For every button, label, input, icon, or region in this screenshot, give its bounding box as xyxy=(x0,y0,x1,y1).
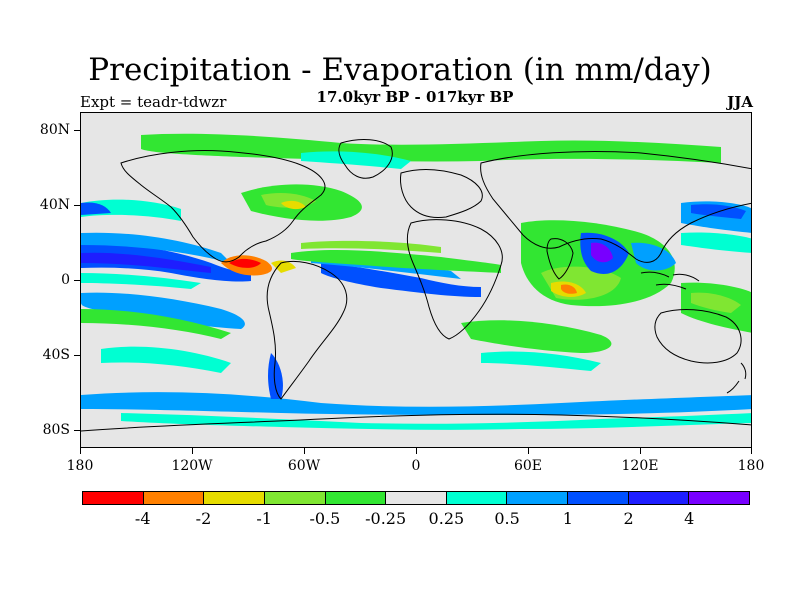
lat-tick xyxy=(74,130,80,131)
colorbar-label: -4 xyxy=(134,509,151,528)
experiment-label: Expt = teadr-tdwzr xyxy=(80,93,227,111)
colorbar-label: 0.5 xyxy=(494,509,520,528)
lon-label-60e: 60E xyxy=(513,458,543,474)
lat-label-80s: 80S xyxy=(42,422,70,438)
lon-tick xyxy=(528,448,529,454)
precip-evap-map xyxy=(81,113,751,447)
lon-label-0: 0 xyxy=(411,458,421,474)
lon-tick xyxy=(416,448,417,454)
colorbar xyxy=(82,491,750,505)
map-subtitle: 17.0kyr BP - 017kyr BP xyxy=(316,88,514,106)
colorbar-label: -0.25 xyxy=(365,509,407,528)
lon-tick xyxy=(80,448,81,454)
colorbar-label: -2 xyxy=(195,509,212,528)
colorbar-box xyxy=(507,492,569,504)
field-patches xyxy=(81,133,751,430)
map-title: Precipitation - Evaporation (in mm/day) xyxy=(88,52,712,88)
lat-tick xyxy=(74,280,80,281)
lon-tick xyxy=(192,448,193,454)
lon-label-120e: 120E xyxy=(621,458,659,474)
lat-tick xyxy=(74,355,80,356)
colorbar-box xyxy=(325,492,387,504)
lat-label-0: 0 xyxy=(61,272,70,288)
lon-label-60w: 60W xyxy=(287,458,321,474)
colorbar-box xyxy=(143,492,205,504)
lon-label-180e: 180 xyxy=(737,458,765,474)
lat-label-40n: 40N xyxy=(39,197,70,213)
colorbar-box xyxy=(446,492,508,504)
colorbar-box xyxy=(264,492,326,504)
lon-tick xyxy=(640,448,641,454)
lon-tick xyxy=(751,448,752,454)
lon-label-180w: 180 xyxy=(66,458,94,474)
colorbar-label: -1 xyxy=(256,509,272,528)
lat-label-80n: 80N xyxy=(39,122,70,138)
lat-tick xyxy=(74,430,80,431)
lon-tick xyxy=(304,448,305,454)
colorbar-label: 0.25 xyxy=(428,509,465,528)
colorbar-label: 1 xyxy=(562,509,573,528)
lat-tick xyxy=(74,205,80,206)
colorbar-label: -0.5 xyxy=(309,509,341,528)
map-panel xyxy=(80,112,752,448)
lat-label-40s: 40S xyxy=(42,347,70,363)
coastlines xyxy=(81,139,751,432)
lon-label-120w: 120W xyxy=(171,458,213,474)
colorbar-box xyxy=(689,492,750,504)
colorbar-box xyxy=(386,492,447,504)
colorbar-box xyxy=(628,492,690,504)
season-label: JJA xyxy=(727,93,753,111)
colorbar-label: 4 xyxy=(684,509,695,528)
colorbar-box xyxy=(204,492,265,504)
colorbar-box xyxy=(568,492,629,504)
colorbar-box xyxy=(83,492,144,504)
colorbar-label: 2 xyxy=(623,509,634,528)
